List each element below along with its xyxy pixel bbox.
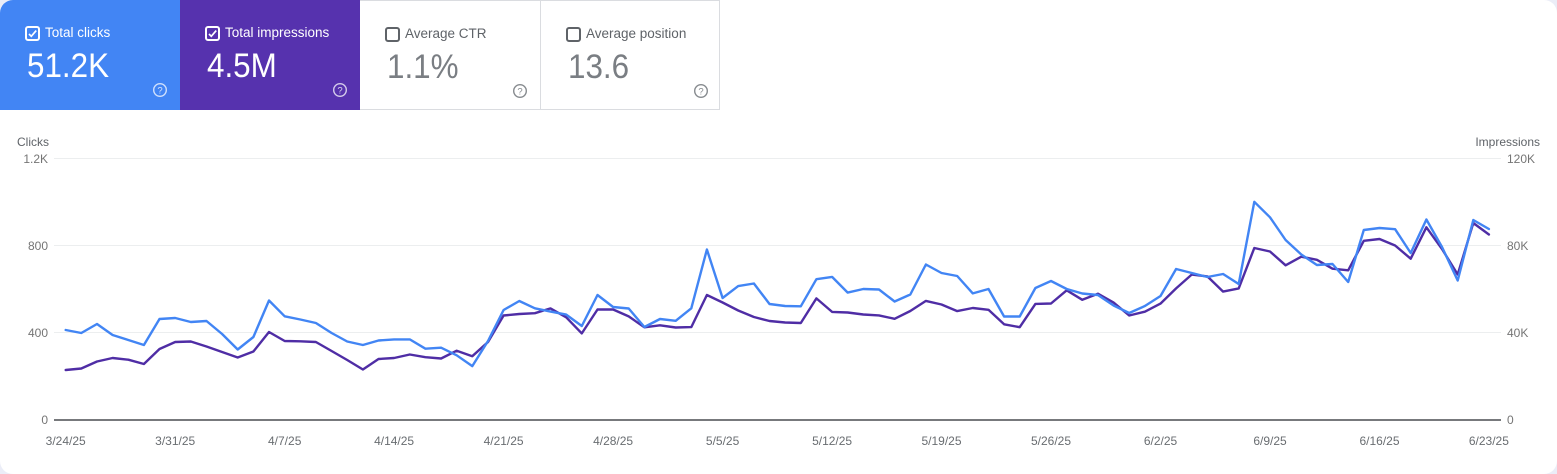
svg-text:?: ? <box>337 86 342 97</box>
svg-text:?: ? <box>698 87 703 98</box>
svg-text:?: ? <box>517 87 522 98</box>
svg-text:?: ? <box>157 86 162 97</box>
